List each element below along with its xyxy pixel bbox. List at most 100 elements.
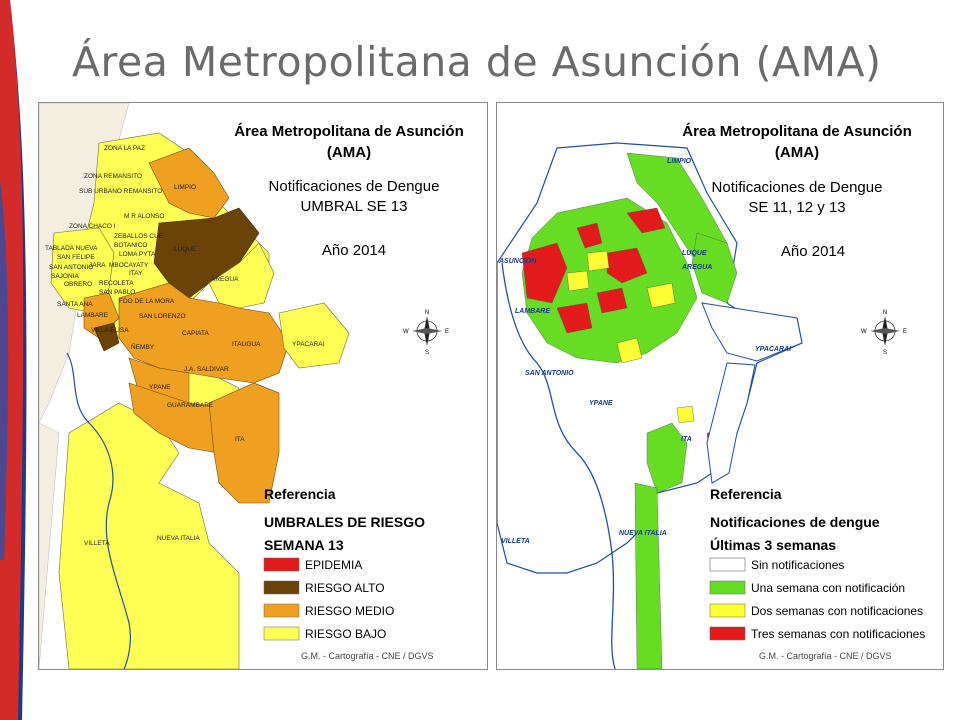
- right-map-svg: LIMPIO ASUNCION LUQUE AREGUA LAMBARE SAN…: [497, 123, 925, 669]
- place-label: ZONA REMANSITO: [84, 173, 142, 180]
- place-label: ASUNCION: [498, 258, 537, 265]
- legend-label-riesgo-alto: RIESGO ALTO: [305, 581, 385, 595]
- compass-south: S: [425, 350, 429, 356]
- green-zone-nueva-italia: [634, 482, 663, 669]
- green-zone-aregua: [691, 232, 738, 304]
- right-map-title-2: (AMA): [775, 144, 819, 161]
- compass-east: E: [903, 329, 907, 335]
- right-map-credit: G.M. - Cartografía - CNE / DGVS: [759, 651, 892, 661]
- place-label: SAJONIA: [51, 273, 79, 280]
- place-label: ITAUGUA: [232, 341, 261, 348]
- legend-label-dos-semanas: Dos semanas con notificaciones: [751, 604, 923, 618]
- ypacarai-district: [701, 302, 803, 362]
- place-label: LIMPIO: [667, 158, 692, 165]
- red-zone: [576, 222, 603, 249]
- legend-swatch-tres-semanas: [709, 626, 746, 641]
- place-label: NUEVA ITALIA: [619, 530, 667, 537]
- place-label: LUQUE: [682, 250, 707, 257]
- ita-zone: [208, 382, 280, 504]
- compass-rose-icon: N S E W: [861, 310, 907, 356]
- place-label: LOMA PYTA: [119, 251, 156, 258]
- left-map-panel: ZONA LA PAZ ZONA REMANSITO SUB URBANO RE…: [38, 102, 488, 670]
- place-label: ÑEMBY: [131, 342, 155, 351]
- place-label: VILLETA: [501, 538, 530, 545]
- place-label: CAPIATA: [182, 330, 210, 337]
- chaco-south: [39, 422, 60, 669]
- ypacarai-zone: [278, 302, 350, 369]
- left-legend-subtitle: SEMANA 13: [264, 537, 344, 553]
- place-label: SAN PABLO: [99, 289, 135, 296]
- compass-south: S: [883, 350, 887, 356]
- red-zone: [626, 207, 666, 234]
- left-map-credit: G.M. - Cartografía - CNE / DGVS: [301, 651, 434, 661]
- place-label: VILLETA: [84, 540, 110, 547]
- left-legend-title: UMBRALES DE RIESGO: [264, 514, 425, 530]
- place-label: SANTA ANA: [57, 301, 93, 308]
- place-label: LAMBARE: [77, 312, 109, 319]
- left-map-title-2: (AMA): [327, 144, 371, 161]
- compass-west: W: [861, 329, 867, 335]
- place-label: LAMBARE: [515, 308, 550, 315]
- green-zone-ita: [646, 422, 688, 494]
- legend-swatch-una-semana: [709, 580, 746, 595]
- place-label: FDO DE LA MORA: [119, 298, 175, 305]
- place-label: ITA: [681, 436, 692, 443]
- legend-swatch-sin-notificaciones: [709, 557, 746, 572]
- place-label: JARA: [89, 262, 106, 269]
- right-map-year: Año 2014: [781, 243, 845, 260]
- right-map-panel: LIMPIO ASUNCION LUQUE AREGUA LAMBARE SAN…: [496, 102, 944, 670]
- capiata-zone: [118, 282, 290, 384]
- place-label: ITAY: [129, 270, 143, 277]
- place-label: YPACARAI: [292, 341, 325, 348]
- yellow-zone: [676, 405, 695, 424]
- legend-label-riesgo-medio: RIESGO MEDIO: [305, 604, 394, 618]
- villa-elisa-zone: [93, 322, 120, 352]
- right-legend-subtitle: Últimas 3 semanas: [710, 536, 836, 553]
- place-label: YPACARAI: [755, 346, 792, 353]
- red-zone-asuncion: [521, 242, 568, 304]
- place-label: YPANE: [589, 400, 613, 407]
- red-zone: [606, 247, 648, 284]
- place-label: BOTANICO: [114, 242, 147, 249]
- legend-label-sin-notificaciones: Sin notificaciones: [751, 558, 844, 572]
- legend-label-epidemia: EPIDEMIA: [305, 558, 362, 572]
- place-label: GUARAMBARE: [167, 402, 214, 409]
- paraguay-river: [66, 352, 131, 669]
- place-label: RECOLETA: [99, 280, 134, 287]
- compass-west: W: [403, 329, 409, 335]
- yellow-zone: [566, 270, 590, 292]
- red-zone: [556, 302, 593, 334]
- place-label: TABLADA NUEVA: [45, 245, 98, 252]
- limpio-zone: [148, 147, 230, 219]
- page-title: Área Metropolitana de Asunción (AMA): [72, 38, 882, 86]
- place-label: MBOCAYATY: [109, 262, 149, 269]
- right-legend-title: Notificaciones de dengue: [710, 514, 880, 530]
- place-label: SAN ANTONIO: [525, 370, 574, 377]
- place-label: NUEVA ITALIA: [157, 535, 200, 542]
- left-map-subtitle: Notificaciones de Dengue: [269, 178, 440, 195]
- place-label: LUQUE: [174, 246, 197, 253]
- place-label: SAN ANTONIO: [49, 264, 93, 271]
- legend-swatch-riesgo-bajo: [263, 626, 300, 641]
- place-label: SAN LORENZO: [139, 313, 186, 320]
- yellow-zone: [646, 282, 676, 309]
- legend-swatch-riesgo-medio: [263, 603, 300, 618]
- left-map-subtitle-2: UMBRAL SE 13: [301, 198, 408, 215]
- right-map-subtitle: Notificaciones de Dengue: [712, 179, 883, 196]
- left-map-title: Área Metropolitana de Asunción: [234, 123, 463, 140]
- compass-rose-icon: N S E W: [403, 310, 449, 356]
- legend-label-tres-semanas: Tres semanas con notificaciones: [751, 627, 925, 641]
- right-map-title: Área Metropolitana de Asunción: [682, 123, 911, 140]
- left-map-svg: ZONA LA PAZ ZONA REMANSITO SUB URBANO RE…: [39, 103, 464, 669]
- place-label: ZONA LA PAZ: [104, 145, 145, 152]
- compass-east: E: [445, 329, 449, 335]
- place-label: ITA: [235, 436, 245, 443]
- right-map-subtitle-2: SE 11, 12 y 13: [748, 199, 845, 216]
- yellow-zone: [586, 250, 610, 272]
- legend-label-riesgo-bajo: RIESGO BAJO: [305, 627, 386, 641]
- place-label: AREGUA: [211, 276, 239, 283]
- place-label: SUB URBANO REMANSITO: [79, 188, 162, 195]
- slide-decoration: [0, 0, 42, 720]
- left-map-year: Año 2014: [322, 242, 386, 259]
- red-zone: [596, 287, 628, 314]
